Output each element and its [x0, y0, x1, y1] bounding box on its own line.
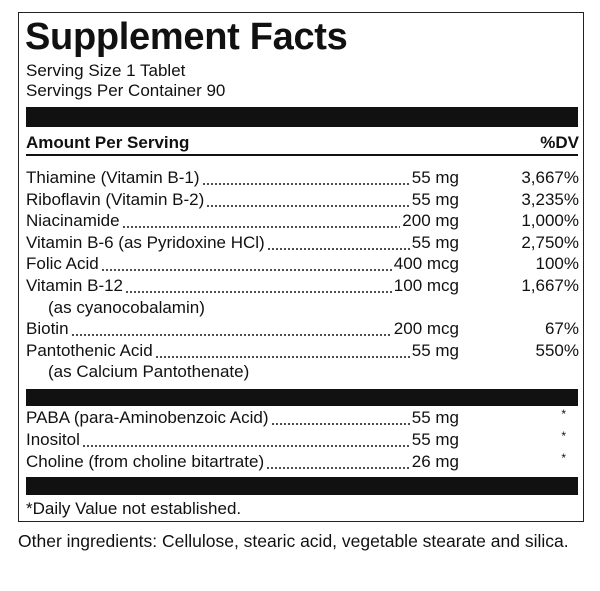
- nutrient-row: Niacinamide 200 mg 1,000%: [26, 210, 579, 232]
- nutrient-amount: 55 mg: [411, 189, 459, 209]
- servings-per-container: Servings Per Container 90: [26, 81, 226, 100]
- nutrient-row: Pantothenic Acid 55 mg 550%: [26, 339, 579, 361]
- dot-leader: [154, 339, 410, 361]
- nutrient-name: Vitamin B-6 (as Pyridoxine HCl): [26, 232, 265, 252]
- daily-value: 1,667%: [521, 276, 579, 295]
- nutrient-name: Riboflavin (Vitamin B-2): [26, 189, 205, 209]
- thick-rule: [26, 389, 578, 406]
- nutrient-main: Vitamin B-12 100 mcg: [26, 275, 459, 296]
- title: Supplement Facts: [25, 16, 348, 58]
- nutrient-row: Vitamin B-6 (as Pyridoxine HCl) 55 mg 2,75…: [26, 231, 579, 253]
- dv-header: %DV: [540, 133, 579, 152]
- nutrient-name: Vitamin B-12: [26, 276, 124, 295]
- daily-value: 3,235%: [521, 189, 579, 209]
- dot-leader: [206, 188, 410, 210]
- nutrient-main: Vitamin B-6 (as Pyridoxine HCl) 55 mg: [26, 231, 459, 253]
- nutrient-note: (as cyanocobalamin): [48, 297, 205, 317]
- nutrient-name: Niacinamide: [26, 211, 120, 231]
- nutrient-name: Pantothenic Acid: [26, 340, 153, 360]
- nutrient-main: Niacinamide 200 mg: [26, 210, 459, 232]
- nutrient-amount: 55 mg: [411, 168, 459, 187]
- nutrient-amount: 55 mg: [411, 408, 459, 427]
- amount-header: Amount Per Serving: [26, 133, 190, 152]
- dot-leader: [266, 231, 410, 253]
- nutrient-amount: 55 mg: [411, 340, 459, 360]
- thick-rule: [26, 477, 578, 495]
- nutrient-name: Thiamine (Vitamin B-1): [26, 168, 200, 187]
- nutrient-main: Choline (from choline bitartrate) 26 mg: [26, 451, 459, 472]
- nutrient-name: Inositol: [26, 430, 80, 449]
- daily-value: 2,750%: [521, 232, 579, 252]
- dot-leader: [266, 451, 410, 472]
- nutrient-name: Choline (from choline bitartrate): [26, 452, 265, 471]
- daily-value: *: [561, 451, 566, 465]
- dot-leader: [100, 253, 392, 275]
- nutrient-row: Vitamin B-12 100 mcg 1,667%: [26, 275, 579, 296]
- nutrient-main: Folic Acid 400 mcg: [26, 253, 459, 275]
- nutrient-name: Biotin: [26, 319, 69, 339]
- nutrient-row: Thiamine (Vitamin B-1) 55 mg 3,667%: [26, 167, 579, 188]
- dot-leader: [201, 167, 410, 188]
- nutrient-row: Biotin 200 mcg 67%: [26, 318, 579, 340]
- nutrient-main: Inositol 55 mg: [26, 429, 459, 450]
- daily-value: 100%: [535, 254, 579, 274]
- nutrient-row: Inositol 55 mg *: [26, 429, 579, 450]
- daily-value: *: [561, 407, 566, 421]
- nutrient-main: Riboflavin (Vitamin B-2) 55 mg: [26, 188, 459, 210]
- daily-value: 550%: [535, 340, 579, 360]
- nutrient-amount: 200 mg: [402, 211, 459, 231]
- nutrient-amount: 400 mcg: [393, 254, 459, 274]
- nutrient-row: PABA (para-Aminobenzoic Acid) 55 mg *: [26, 407, 579, 428]
- other-ingredients: Other ingredients: Cellulose, stearic ac…: [18, 531, 569, 551]
- daily-value: 67%: [544, 319, 579, 339]
- facts-panel: Supplement Facts Serving Size 1 Tablet S…: [18, 12, 584, 522]
- nutrient-name: Folic Acid: [26, 254, 99, 274]
- nutrient-row: Riboflavin (Vitamin B-2) 55 mg 3,235%: [26, 188, 579, 210]
- nutrient-amount: 26 mg: [411, 452, 459, 471]
- nutrient-main: PABA (para-Aminobenzoic Acid) 55 mg: [26, 407, 459, 428]
- daily-value: *: [561, 429, 566, 443]
- nutrient-amount: 100 mcg: [393, 276, 459, 295]
- footnote: *Daily Value not established.: [26, 499, 242, 518]
- nutrient-row: Folic Acid 400 mcg 100%: [26, 253, 579, 275]
- dot-leader: [125, 275, 392, 296]
- dot-leader: [81, 429, 410, 450]
- nutrient-name: PABA (para-Aminobenzoic Acid): [26, 408, 269, 427]
- nutrient-main: Pantothenic Acid 55 mg: [26, 339, 459, 361]
- nutrient-main: Biotin 200 mcg: [26, 318, 459, 340]
- dot-leader: [70, 318, 392, 340]
- nutrient-amount: 55 mg: [411, 232, 459, 252]
- serving-size: Serving Size 1 Tablet: [26, 61, 186, 80]
- dot-leader: [121, 210, 401, 232]
- daily-value: 3,667%: [521, 168, 579, 187]
- nutrient-amount: 55 mg: [411, 430, 459, 449]
- nutrient-amount: 200 mcg: [393, 319, 459, 339]
- nutrient-note: (as Calcium Pantothenate): [48, 362, 250, 382]
- nutrient-main: Thiamine (Vitamin B-1) 55 mg: [26, 167, 459, 188]
- dot-leader: [270, 407, 410, 428]
- thick-rule: [26, 107, 578, 127]
- nutrient-row: Choline (from choline bitartrate) 26 mg *: [26, 451, 579, 472]
- daily-value: 1,000%: [521, 211, 579, 231]
- thin-rule: [26, 154, 578, 156]
